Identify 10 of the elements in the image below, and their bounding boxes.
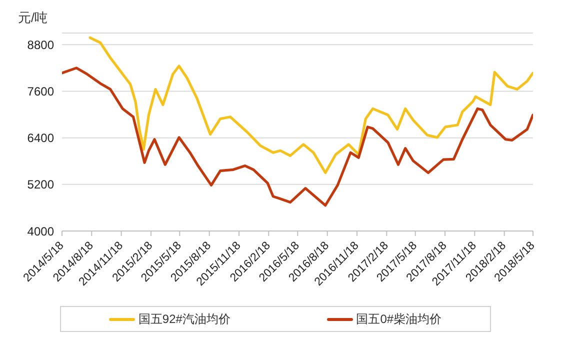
y-tick-label: 7600 [27,84,54,98]
y-tick-label: 8800 [27,38,54,52]
y-tick-label: 6400 [27,131,54,146]
y-tick-label: 4000 [27,224,54,238]
line-series [88,36,533,174]
legend-label: 国五92#汽油均价 [137,310,230,328]
y-axis-title: 元/吨 [18,9,48,27]
legend-label: 国五0#柴油均价 [355,310,442,328]
y-tick-label: 5200 [27,178,54,192]
line-series [62,66,533,207]
